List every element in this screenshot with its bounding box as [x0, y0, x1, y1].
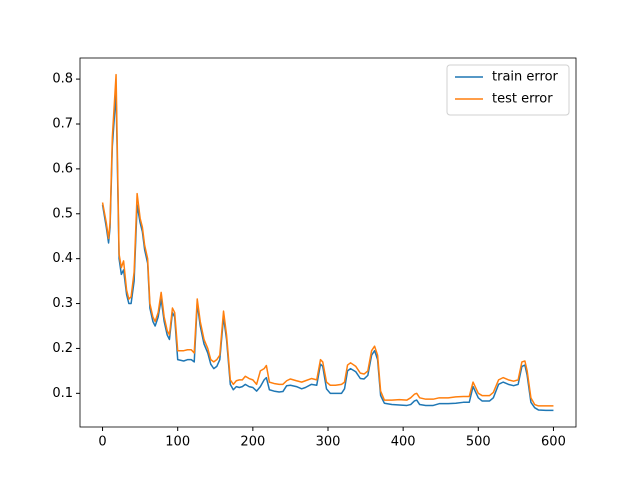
y-tick-label: 0.1	[52, 386, 73, 401]
x-tick-label: 0	[98, 435, 106, 450]
x-tick-label: 200	[240, 435, 265, 450]
y-tick-label: 0.8	[52, 72, 73, 87]
y-tick-label: 0.4	[52, 251, 73, 266]
x-tick-label: 300	[316, 435, 341, 450]
x-tick-label: 500	[466, 435, 491, 450]
y-tick-label: 0.5	[52, 206, 73, 221]
line	[101, 73, 554, 407]
y-tick-label: 0.7	[52, 116, 73, 131]
plot-frame	[79, 57, 577, 428]
x-tick-label: 100	[165, 435, 190, 450]
legend-label: train error	[492, 70, 559, 85]
x-tick-label: 400	[391, 435, 416, 450]
y-tick-label: 0.6	[52, 161, 73, 176]
y-tick-label: 0.2	[52, 341, 73, 356]
line	[101, 91, 554, 412]
y-tick-label: 0.3	[52, 296, 73, 311]
x-tick-label: 600	[541, 435, 566, 450]
legend-label: test error	[492, 92, 553, 107]
